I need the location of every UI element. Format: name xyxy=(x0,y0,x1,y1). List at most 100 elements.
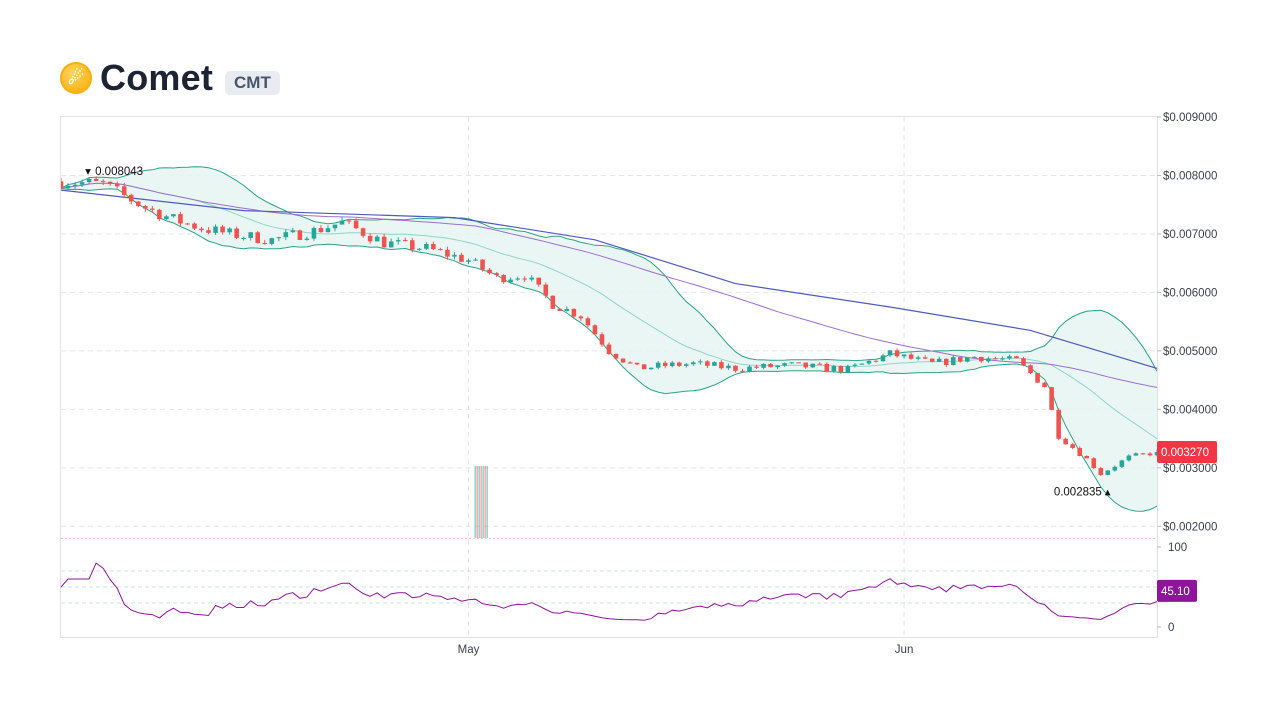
candle-body xyxy=(817,363,823,365)
candle-body xyxy=(192,223,197,229)
y-tick-label: $0.002000 xyxy=(1163,521,1217,533)
candle-body xyxy=(775,365,780,368)
candle-body xyxy=(65,185,71,189)
candle-body xyxy=(719,362,724,369)
candle-body xyxy=(79,182,85,185)
rsi-value-label: 45.10 xyxy=(1161,586,1190,598)
candle-body xyxy=(1154,452,1157,456)
candle-body xyxy=(943,358,949,365)
candle-body xyxy=(936,358,942,362)
candle-body xyxy=(311,228,317,239)
y-tick-label: $0.006000 xyxy=(1163,287,1217,299)
y-tick-label: $0.003000 xyxy=(1163,463,1217,475)
low-annotation-arrow-icon: ▴ xyxy=(1105,486,1111,498)
candle-body xyxy=(1007,356,1012,359)
candle-body xyxy=(1063,438,1068,445)
y-tick-label: $0.008000 xyxy=(1163,170,1217,182)
candle-body xyxy=(915,357,921,359)
candle-body xyxy=(206,230,211,233)
candle-body xyxy=(185,223,190,225)
x-tick-label: Jun xyxy=(895,644,914,656)
candle-body xyxy=(761,363,766,368)
candle-body xyxy=(986,358,991,362)
candle-body xyxy=(972,356,977,358)
candle-body xyxy=(1084,455,1090,459)
candle-body xyxy=(571,308,577,317)
candle-body xyxy=(234,228,239,238)
candle-body xyxy=(1070,444,1075,448)
candle-body xyxy=(796,362,801,364)
volume-bars xyxy=(474,466,488,538)
candle-body xyxy=(1042,382,1047,388)
candle-body xyxy=(346,220,352,222)
candle-body xyxy=(585,318,591,326)
candle-body xyxy=(543,284,549,296)
candle-body xyxy=(297,230,303,240)
volume-bar xyxy=(476,466,478,538)
candle-body xyxy=(754,366,759,368)
candle-body xyxy=(683,364,689,366)
candle-body xyxy=(388,241,394,248)
plot-frame xyxy=(60,116,1158,638)
volume-bar xyxy=(474,466,476,538)
candle-body xyxy=(648,367,654,370)
rsi-tick-label: 0 xyxy=(1168,622,1174,634)
candle-body xyxy=(515,278,520,280)
candle-body xyxy=(803,362,809,368)
candle-body xyxy=(1147,453,1153,456)
candle-body xyxy=(220,226,225,233)
candle-body xyxy=(325,228,331,233)
candle-body xyxy=(332,224,338,229)
candle-body xyxy=(726,365,731,369)
candle-body xyxy=(852,364,858,366)
candle-body xyxy=(248,232,253,238)
candlesticks[interactable] xyxy=(59,176,1160,477)
candle-body xyxy=(782,363,787,366)
candle-body xyxy=(529,277,535,280)
candle-body xyxy=(93,178,99,181)
rsi-value-badge xyxy=(1157,579,1197,602)
candle-body xyxy=(402,240,408,242)
y-tick-label: $0.005000 xyxy=(1163,346,1217,358)
candle-body xyxy=(929,358,935,362)
candle-body xyxy=(171,214,176,217)
comet-coin-icon: ☄ xyxy=(60,62,92,94)
candle-body xyxy=(374,236,380,242)
last-price-label: 0.003270 xyxy=(1161,447,1209,459)
volume-bar xyxy=(480,466,482,538)
candle-body xyxy=(979,356,984,362)
candle-body xyxy=(1126,455,1132,461)
candle-body xyxy=(1133,453,1139,456)
candle-body xyxy=(1112,466,1118,471)
candle-body xyxy=(164,216,169,220)
candle-body xyxy=(262,242,268,244)
candle-body xyxy=(1140,453,1146,455)
candle-body xyxy=(564,308,570,311)
candle-body xyxy=(810,363,816,368)
candle-body xyxy=(227,228,232,233)
candle-body xyxy=(1049,387,1054,410)
candle-body xyxy=(269,238,275,244)
bollinger-upper xyxy=(61,166,1157,372)
candle-body xyxy=(417,248,422,250)
candle-body xyxy=(1105,470,1111,475)
y-tick-label: $0.009000 xyxy=(1163,112,1217,124)
bollinger-basis xyxy=(61,182,1157,440)
candle-body xyxy=(950,357,956,365)
candle-body xyxy=(121,186,127,195)
coin-symbol-badge: CMT xyxy=(225,71,280,95)
candle-body xyxy=(993,358,998,360)
sma-mid-line xyxy=(61,182,1157,388)
candle-body xyxy=(655,362,661,368)
candle-body xyxy=(199,228,204,231)
candle-body xyxy=(360,228,366,236)
low-annotation: 0.002835 xyxy=(1054,486,1102,498)
rsi-pane xyxy=(61,562,1157,621)
candle-body xyxy=(480,259,485,270)
candle-body xyxy=(255,232,261,243)
candle-body xyxy=(128,194,134,202)
candle-body xyxy=(1091,458,1097,469)
candle-body xyxy=(599,334,605,345)
candle-body xyxy=(1028,365,1033,374)
